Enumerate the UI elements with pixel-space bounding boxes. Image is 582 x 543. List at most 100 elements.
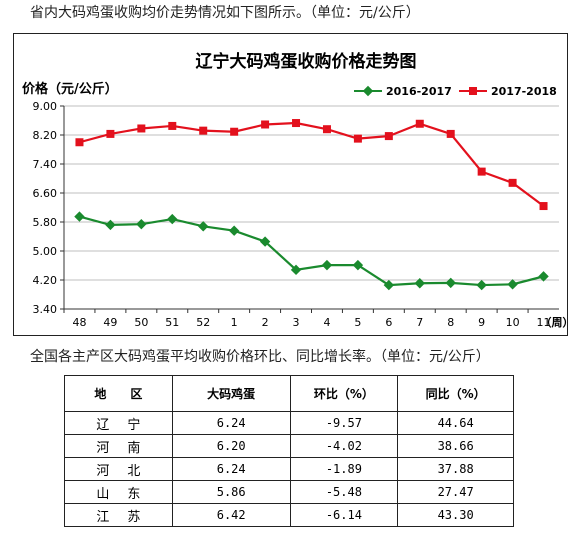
data-point-square [384,132,393,141]
cell-mom: -5.48 [289,480,399,504]
x-tick-label: 50 [134,316,148,329]
data-point-diamond [476,279,487,291]
cell-mom: -9.57 [289,411,399,435]
x-tick-label: 3 [293,316,300,329]
cell-mom: -1.89 [289,457,399,481]
header-yoy: 同比（%） [397,375,514,412]
cell-yoy: 27.47 [397,480,514,504]
price-trend-chart: 辽宁大码鸡蛋收购价格走势图 价格（元/公斤） 2016-2017 2017-201… [13,33,568,336]
data-point-square [230,127,239,136]
data-point-square [261,120,270,129]
data-point-square [508,178,517,187]
table-row: 江苏 6.42 -6.14 43.30 [64,503,514,527]
data-point-diamond [74,211,85,222]
data-point-diamond [198,221,209,232]
y-tick-label: 6.60 [33,187,58,200]
x-tick-label: 10 [506,316,520,329]
cell-region: 河北 [64,457,173,481]
cell-price: 6.24 [171,457,291,481]
data-point-square [322,125,331,134]
data-point-diamond [445,277,456,289]
data-point-diamond [362,85,374,97]
header-price: 大码鸡蛋 [171,375,291,412]
legend-label: 2017-2018 [491,85,557,98]
cell-price: 5.86 [171,480,291,504]
table-row: 山东 5.86 -5.48 27.47 [64,480,514,504]
x-tick-label: 48 [72,316,86,329]
data-point-diamond [136,218,147,230]
table-caption: 全国各主产区大码鸡蛋平均收购价格环比、同比增长率。（单位：元/公斤） [30,349,490,365]
data-point-diamond [538,271,549,282]
chart-svg: 辽宁大码鸡蛋收购价格走势图 价格（元/公斤） 2016-2017 2017-201… [22,51,568,329]
data-point-diamond [228,225,240,236]
x-tick-label: 51 [165,316,179,329]
header-mom: 环比（%） [289,375,399,412]
series-lines [74,119,549,291]
cell-region: 山东 [64,480,173,504]
data-point-diamond [352,259,364,271]
data-point-square [539,202,548,211]
data-point-square [106,129,115,138]
data-point-diamond [383,279,395,291]
price-growth-table: 地区 大码鸡蛋 环比（%） 同比（%） 辽宁 6.24 -9.57 44.64 … [64,375,514,527]
cell-region: 辽宁 [64,411,173,435]
y-tick-label: 4.20 [33,274,58,287]
x-tick-label: 7 [416,316,423,329]
axes [60,105,559,313]
cell-price: 6.24 [171,411,291,435]
table-row: 辽宁 6.24 -9.57 44.64 [64,411,514,435]
data-point-square [168,121,177,130]
cell-region: 江苏 [64,503,173,527]
cell-price: 6.20 [171,434,291,458]
y-tick-label: 7.40 [33,158,58,171]
y-axis-label: 价格（元/公斤） [22,81,118,97]
cell-region: 河南 [64,434,173,458]
data-point-square [446,129,455,138]
y-tick-label: 5.00 [33,245,58,258]
data-point-diamond [105,219,116,231]
x-tick-label: 11 [537,316,551,329]
table-row: 河北 6.24 -1.89 37.88 [64,457,514,481]
data-point-diamond [290,264,302,276]
data-point-diamond [507,279,518,290]
data-point-square [469,87,477,95]
cell-yoy: 38.66 [397,434,514,458]
x-tick-label: 4 [323,316,330,329]
cell-mom: -4.02 [289,434,399,458]
x-axis-label: （周） [541,316,568,329]
legend-label: 2016-2017 [386,85,452,98]
header-region: 地区 [64,375,173,412]
data-point-square [75,138,84,147]
data-point-square [199,126,208,135]
table-row: 河南 6.20 -4.02 38.66 [64,434,514,458]
x-tick-label: 9 [478,316,485,329]
x-tick-label: 1 [231,316,238,329]
x-tick-label: 49 [103,316,117,329]
cell-price: 6.42 [171,503,291,527]
x-tick-label: 2 [262,316,269,329]
data-point-square [477,167,486,176]
cell-yoy: 44.64 [397,411,514,435]
chart-title: 辽宁大码鸡蛋收购价格走势图 [196,51,417,72]
cell-mom: -6.14 [289,503,399,527]
data-point-diamond [321,259,333,271]
y-tick-label: 3.40 [33,303,58,316]
intro-text: 省内大码鸡蛋收购均价走势情况如下图所示。（单位：元/公斤） [30,5,420,21]
series-2016-2017 [74,211,549,291]
grid-lines [64,105,559,310]
data-point-diamond [414,278,425,289]
series-line [79,121,545,207]
data-point-square [292,119,301,128]
series-2017-2018 [75,119,548,211]
data-point-square [137,124,146,133]
data-point-diamond [259,236,271,247]
cell-yoy: 37.88 [397,457,514,481]
y-tick-label: 8.20 [33,129,58,142]
x-tick-label: 8 [447,316,454,329]
x-tick-label: 5 [354,316,361,329]
data-point-square [415,119,424,128]
y-tick-label: 9.00 [33,100,58,113]
data-point-diamond [167,213,178,225]
x-tick-label: 52 [196,316,210,329]
